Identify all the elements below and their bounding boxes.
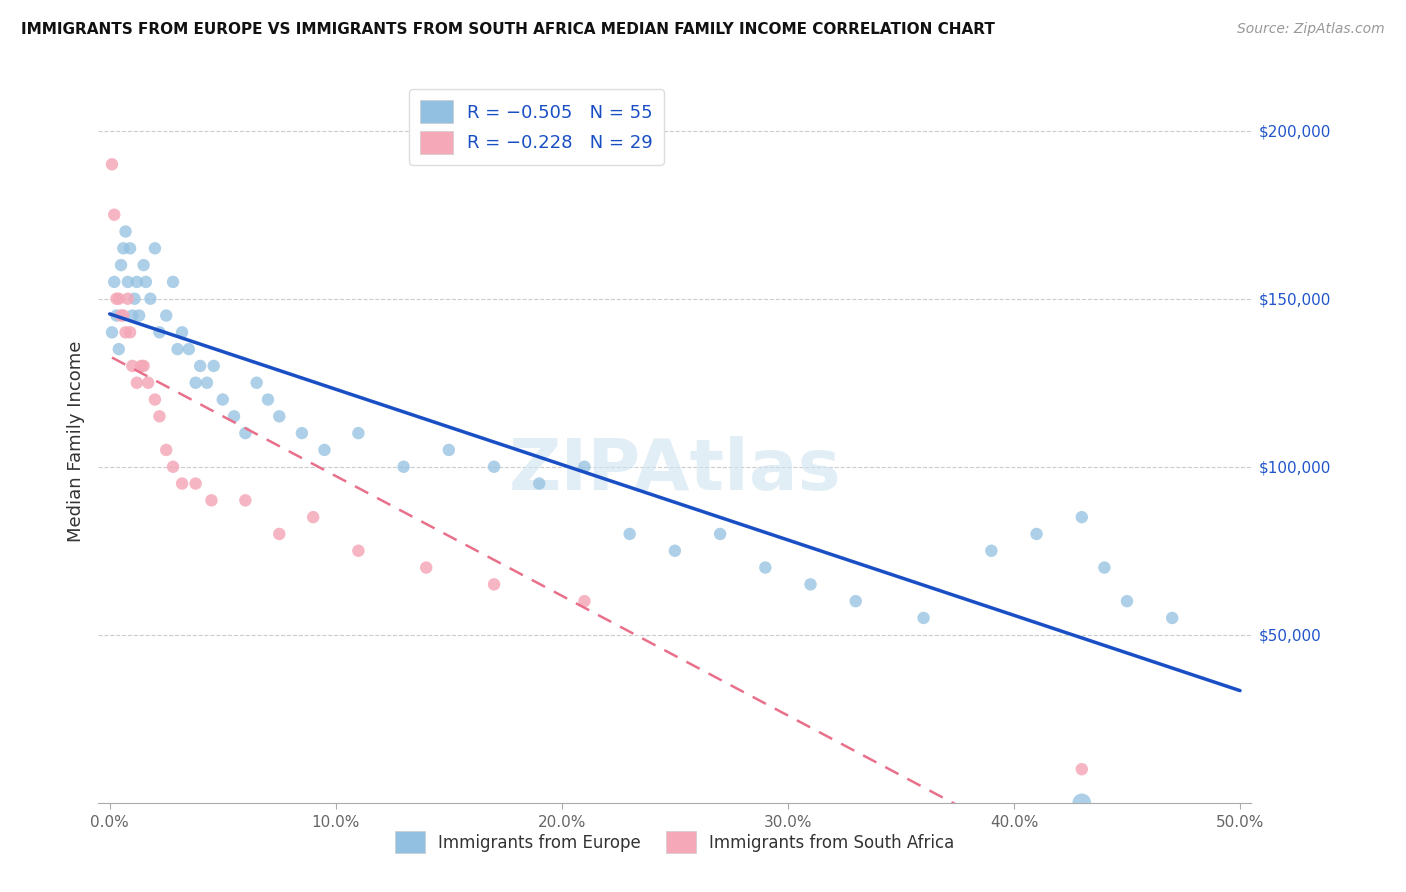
Text: IMMIGRANTS FROM EUROPE VS IMMIGRANTS FROM SOUTH AFRICA MEDIAN FAMILY INCOME CORR: IMMIGRANTS FROM EUROPE VS IMMIGRANTS FRO… xyxy=(21,22,995,37)
Point xyxy=(125,376,148,390)
Point xyxy=(235,426,257,441)
Point xyxy=(235,493,257,508)
Point xyxy=(188,359,211,373)
Point xyxy=(529,476,551,491)
Point xyxy=(139,292,162,306)
Point xyxy=(1025,527,1047,541)
Point xyxy=(114,225,136,239)
Point xyxy=(105,292,128,306)
Point xyxy=(291,426,314,441)
Point xyxy=(117,275,139,289)
Point xyxy=(112,241,135,255)
Point xyxy=(1070,510,1092,524)
Point xyxy=(166,342,188,356)
Point xyxy=(980,543,1002,558)
Point xyxy=(754,560,776,574)
Point xyxy=(128,309,150,323)
Point xyxy=(105,309,128,323)
Point xyxy=(148,409,170,424)
Point xyxy=(482,459,505,474)
Point xyxy=(107,342,129,356)
Point xyxy=(1070,762,1092,776)
Point xyxy=(132,359,155,373)
Point xyxy=(1161,611,1184,625)
Point xyxy=(110,309,132,323)
Point xyxy=(120,326,142,340)
Point xyxy=(1070,796,1092,810)
Point xyxy=(162,459,184,474)
Point xyxy=(845,594,868,608)
Point xyxy=(121,359,143,373)
Point xyxy=(269,409,291,424)
Point xyxy=(110,258,132,272)
Point xyxy=(195,376,218,390)
Point xyxy=(143,392,166,407)
Point xyxy=(120,241,142,255)
Point xyxy=(222,409,245,424)
Point xyxy=(117,292,139,306)
Y-axis label: Median Family Income: Median Family Income xyxy=(66,341,84,542)
Point xyxy=(799,577,821,591)
Point xyxy=(125,275,148,289)
Point xyxy=(257,392,280,407)
Point xyxy=(135,275,157,289)
Point xyxy=(162,275,184,289)
Point xyxy=(143,241,166,255)
Point xyxy=(177,342,200,356)
Text: Source: ZipAtlas.com: Source: ZipAtlas.com xyxy=(1237,22,1385,37)
Point xyxy=(664,543,686,558)
Point xyxy=(269,527,291,541)
Point xyxy=(347,543,370,558)
Point xyxy=(103,208,125,222)
Point xyxy=(302,510,325,524)
Point xyxy=(574,594,596,608)
Point xyxy=(200,493,222,508)
Point xyxy=(184,376,207,390)
Text: ZIPAtlas: ZIPAtlas xyxy=(509,436,841,505)
Point xyxy=(132,258,155,272)
Point xyxy=(912,611,935,625)
Point xyxy=(574,459,596,474)
Point xyxy=(184,476,207,491)
Point xyxy=(136,376,159,390)
Point xyxy=(155,442,177,457)
Point xyxy=(124,292,146,306)
Point xyxy=(101,326,124,340)
Point xyxy=(1116,594,1139,608)
Point xyxy=(415,560,437,574)
Point xyxy=(155,309,177,323)
Point xyxy=(103,275,125,289)
Point xyxy=(121,309,143,323)
Point xyxy=(619,527,641,541)
Point xyxy=(211,392,233,407)
Point xyxy=(148,326,170,340)
Point xyxy=(131,359,153,373)
Point xyxy=(112,309,135,323)
Point xyxy=(170,326,193,340)
Point xyxy=(202,359,225,373)
Point xyxy=(101,157,124,171)
Point xyxy=(1092,560,1115,574)
Point xyxy=(170,476,193,491)
Point xyxy=(107,292,129,306)
Point xyxy=(246,376,269,390)
Point xyxy=(482,577,505,591)
Point xyxy=(437,442,460,457)
Point xyxy=(114,326,136,340)
Legend: Immigrants from Europe, Immigrants from South Africa: Immigrants from Europe, Immigrants from … xyxy=(388,825,962,860)
Point xyxy=(709,527,731,541)
Point xyxy=(347,426,370,441)
Point xyxy=(314,442,336,457)
Point xyxy=(392,459,415,474)
